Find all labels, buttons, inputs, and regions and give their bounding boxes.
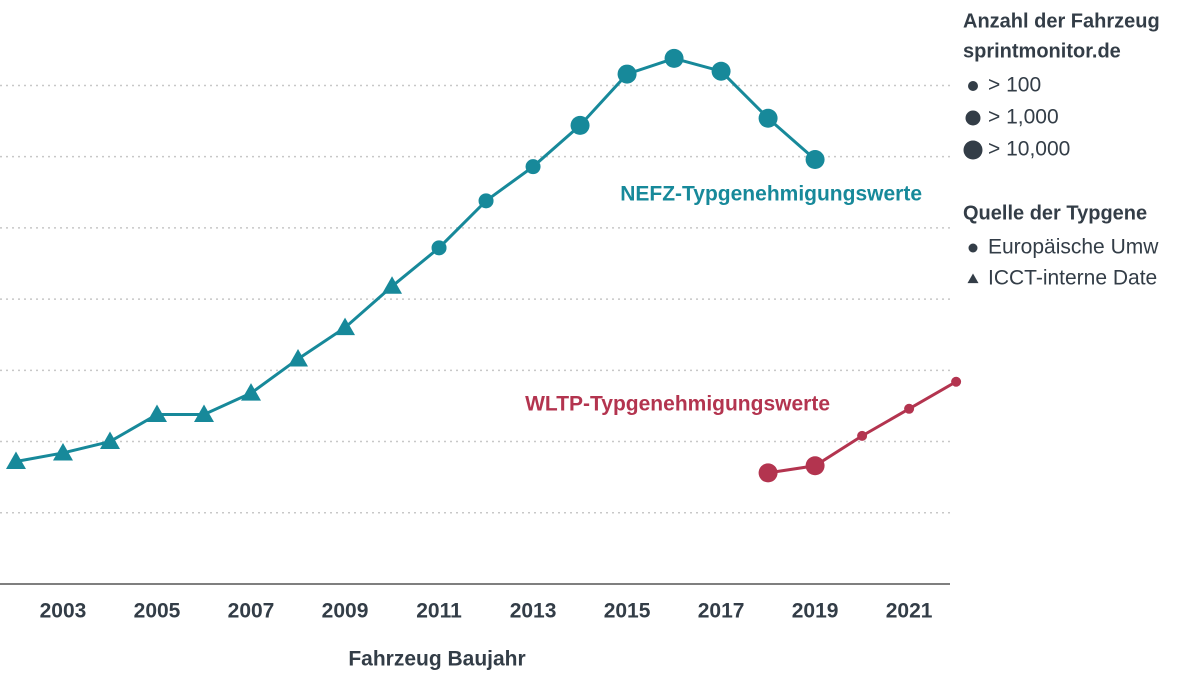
data-point [431, 240, 447, 256]
x-tick-label: 2011 [416, 600, 462, 623]
legend-marker [965, 110, 981, 126]
data-point [52, 442, 73, 461]
data-point [711, 61, 731, 81]
series-annotation: WLTP-Typgenehmigungswerte [525, 393, 830, 416]
legend-label: > 10,000 [988, 138, 1070, 161]
legend-marker [963, 140, 983, 160]
data-point [335, 317, 356, 336]
x-tick-label: 2013 [510, 600, 557, 623]
data-point [758, 463, 778, 483]
data-point [241, 383, 262, 401]
data-point [99, 431, 120, 450]
data-point [758, 108, 778, 128]
data-point [857, 430, 868, 441]
legend-title: Quelle der Typgene [963, 202, 1147, 224]
legend-label: ICCT-interne Date [988, 267, 1157, 290]
data-point [382, 276, 403, 294]
legend-label: > 100 [988, 74, 1041, 97]
x-axis-label: Fahrzeug Baujahr [348, 648, 525, 671]
legend-label: Europäische Umw [988, 236, 1159, 259]
series-annotation: NEFZ-Typgenehmigungswerte [620, 183, 922, 206]
data-point [617, 64, 637, 84]
data-point [288, 348, 309, 367]
data-point [805, 456, 825, 476]
x-tick-label: 2021 [886, 600, 933, 623]
legend-marker [967, 273, 979, 284]
legend-title: sprintmonitor.de [963, 40, 1121, 62]
legend-title: Anzahl der Fahrzeug [963, 10, 1160, 32]
legend-marker [968, 243, 978, 253]
legend-label: > 1,000 [988, 106, 1059, 129]
data-point [478, 193, 494, 209]
data-point [805, 150, 825, 170]
data-point [194, 404, 215, 422]
data-point [951, 376, 962, 387]
data-point [5, 451, 26, 470]
data-point [570, 115, 590, 135]
x-tick-label: 2009 [322, 600, 369, 623]
legend-marker [968, 81, 978, 91]
x-tick-label: 2007 [228, 600, 275, 623]
data-point [525, 159, 541, 175]
data-point [664, 48, 684, 68]
data-point [904, 403, 915, 414]
x-tick-label: 2003 [40, 600, 87, 623]
x-tick-label: 2015 [604, 600, 651, 623]
x-tick-label: 2005 [134, 600, 181, 623]
data-point [147, 404, 168, 422]
x-tick-label: 2019 [792, 600, 839, 623]
x-tick-label: 2017 [698, 600, 745, 623]
